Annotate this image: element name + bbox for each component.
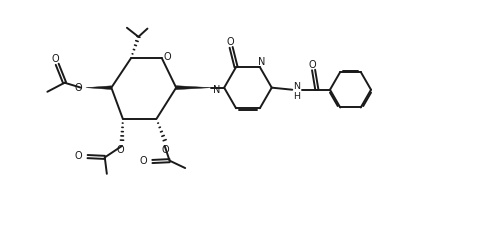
Text: O: O <box>140 156 147 166</box>
Text: O: O <box>74 151 82 161</box>
Polygon shape <box>86 86 112 89</box>
Text: O: O <box>52 54 59 64</box>
Text: O: O <box>74 83 82 93</box>
Text: O: O <box>116 146 124 155</box>
Text: O: O <box>162 146 170 155</box>
Text: O: O <box>164 52 172 62</box>
Text: N: N <box>258 57 266 67</box>
Polygon shape <box>176 86 211 90</box>
Text: N: N <box>213 85 220 95</box>
Text: O: O <box>309 60 316 70</box>
Text: N
H: N H <box>293 82 300 101</box>
Text: O: O <box>226 37 234 47</box>
